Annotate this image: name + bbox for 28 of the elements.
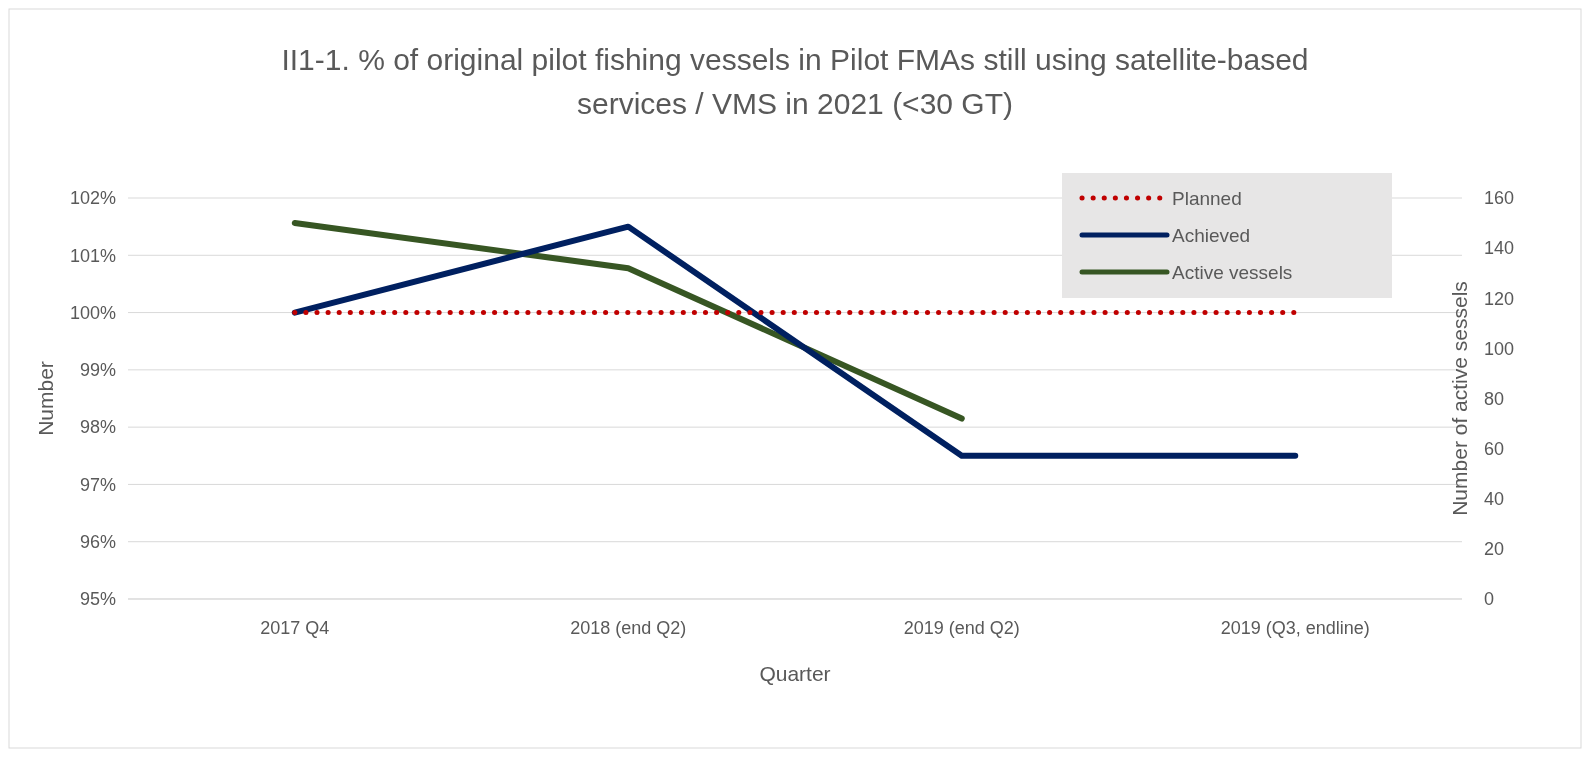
y2-axis-title: Number of active sessels <box>1448 281 1471 516</box>
y-tick-label: 101% <box>69 245 116 266</box>
legend-label: Achieved <box>1172 224 1251 246</box>
y-tick-label: 96% <box>79 532 116 553</box>
legend-label: Active vessels <box>1172 261 1293 283</box>
x-tick-label: 2019 (end Q2) <box>903 618 1020 638</box>
x-tick-label: 2019 (Q3, endline) <box>1220 618 1370 638</box>
y2-tick-label: 100 <box>1484 338 1515 359</box>
y2-tick-label: 40 <box>1484 489 1505 510</box>
y2-tick-label: 120 <box>1484 288 1515 309</box>
y-tick-label: 95% <box>79 589 116 610</box>
x-axis-title: Quarter <box>759 662 831 685</box>
y2-tick-label: 60 <box>1484 438 1505 459</box>
legend-label: Planned <box>1172 187 1242 209</box>
y-tick-label: 100% <box>69 302 116 323</box>
y2-tick-label: 0 <box>1484 589 1495 610</box>
chart-title: II1-1. % of original pilot fishing vessels in Pilot FMAs still using satellite-based services / VMS in 2021 (<30 GT) <box>281 43 1309 120</box>
y2-tick-label: 160 <box>1484 188 1515 209</box>
x-tick-label: 2018 (end Q2) <box>570 618 687 638</box>
y-tick-label: 97% <box>79 474 116 495</box>
y-tick-label: 98% <box>79 417 116 438</box>
y-tick-label: 99% <box>79 360 116 381</box>
y-tick-label: 102% <box>69 188 116 209</box>
y-axis-title: Number <box>34 361 57 436</box>
y2-tick-label: 140 <box>1484 238 1515 259</box>
y2-tick-label: 80 <box>1484 388 1505 409</box>
y2-tick-label: 20 <box>1484 539 1505 560</box>
x-tick-label: 2017 Q4 <box>260 618 330 638</box>
